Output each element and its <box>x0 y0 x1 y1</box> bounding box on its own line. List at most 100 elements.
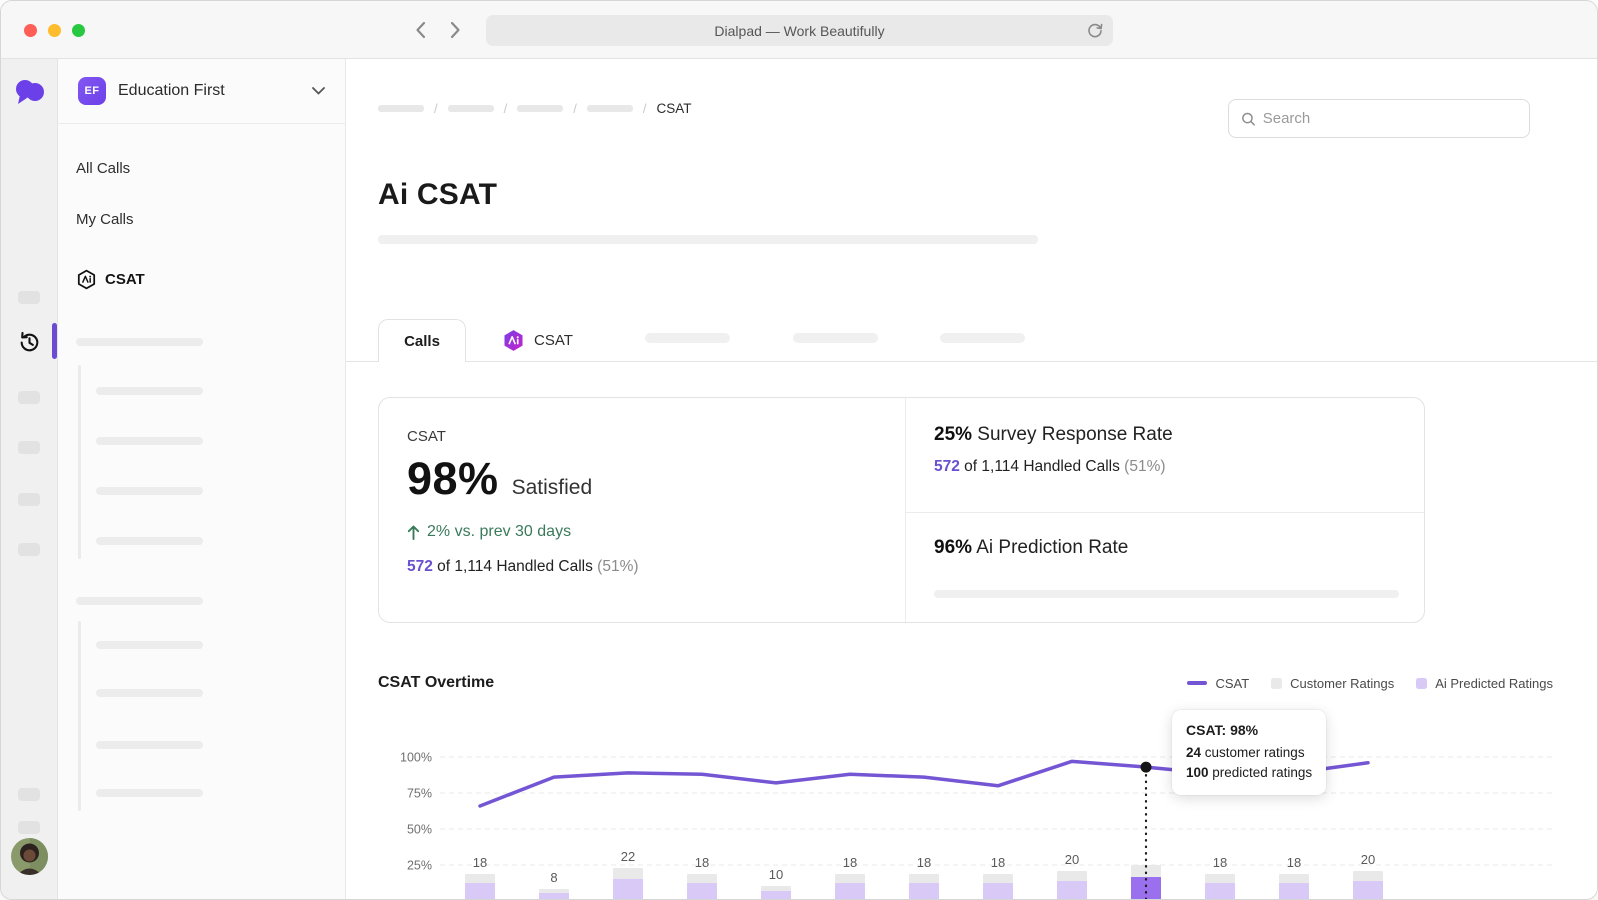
arrow-up-icon <box>407 525 420 540</box>
skeleton-line <box>934 590 1399 598</box>
legend-item: CSAT <box>1187 676 1249 691</box>
search-box[interactable] <box>1228 99 1530 138</box>
svg-text:18: 18 <box>473 855 487 870</box>
breadcrumb-separator: / <box>573 101 577 116</box>
dialpad-logo-icon[interactable] <box>14 79 46 105</box>
ai-hexagon-icon <box>77 269 96 289</box>
tab-label: Calls <box>404 332 440 350</box>
skeleton-line <box>76 597 203 605</box>
minimize-window-button[interactable] <box>48 24 61 37</box>
sidebar-item-label: My Calls <box>76 210 134 228</box>
ai-prediction-label: Ai Prediction Rate <box>972 537 1129 558</box>
tab-calls[interactable]: Calls <box>378 319 466 363</box>
search-input[interactable] <box>1262 110 1517 127</box>
handled-calls-line: 572 of 1,114 Handled Calls (51%) <box>407 558 877 576</box>
refresh-button[interactable] <box>1086 21 1104 44</box>
legend-swatch <box>1416 677 1428 689</box>
skeleton-line <box>96 741 203 749</box>
history-icon[interactable] <box>17 330 42 355</box>
close-window-button[interactable] <box>24 24 37 37</box>
sidebar-item-label: CSAT <box>105 270 145 288</box>
tab-label: CSAT <box>534 332 573 349</box>
skeleton-line <box>76 338 203 346</box>
trend-text: 2% vs. prev 30 days <box>427 523 572 540</box>
sidebar-item-my-calls[interactable]: My Calls <box>76 206 134 232</box>
breadcrumb-placeholder <box>378 105 424 112</box>
chart-canvas[interactable]: 100% 75% 50% 25% 18 8 22 18 10 18 18 18 20 18 18 20 <box>346 707 1598 900</box>
chevron-left-icon <box>415 21 425 39</box>
sidebar-item-label: All Calls <box>76 159 131 177</box>
skeleton-line <box>96 537 203 545</box>
sidebar-item-csat[interactable]: CSAT <box>76 266 145 292</box>
svg-text:18: 18 <box>1287 855 1301 870</box>
tab-placeholder <box>940 333 1025 343</box>
rail-placeholder-icon <box>18 493 40 506</box>
skeleton-tree-line <box>78 365 81 559</box>
breadcrumb-separator: / <box>503 101 508 116</box>
address-bar[interactable]: Dialpad — Work Beautifully <box>486 15 1113 46</box>
user-avatar[interactable] <box>11 838 48 875</box>
workspace-name: Education First <box>118 82 225 99</box>
breadcrumb-placeholder <box>517 105 564 112</box>
skeleton-line <box>96 387 203 395</box>
handled-percent: (51%) <box>597 558 639 575</box>
zoom-window-button[interactable] <box>72 24 85 37</box>
handled-value: 572 <box>934 458 960 475</box>
csat-stat-panel: CSAT 98% Satisfied 2% vs. prev 30 days 5… <box>379 398 906 622</box>
svg-text:50%: 50% <box>407 823 432 837</box>
browser-back-button[interactable] <box>407 17 433 43</box>
legend-swatch <box>1187 681 1208 685</box>
tab-placeholder <box>645 333 730 343</box>
chart-title: CSAT Overtime <box>378 674 495 691</box>
legend-label: Customer Ratings <box>1290 675 1395 691</box>
tooltip-predicted-ratings: 100 predicted ratings <box>1186 763 1312 783</box>
active-rail-indicator <box>52 323 57 359</box>
svg-text:18: 18 <box>695 855 709 870</box>
svg-text:10: 10 <box>769 867 783 882</box>
breadcrumb: / / / / CSAT <box>378 101 692 116</box>
tooltip-customer-value: 24 <box>1186 745 1202 760</box>
sidebar-item-all-calls[interactable]: All Calls <box>76 155 130 181</box>
stats-card: CSAT 98% Satisfied 2% vs. prev 30 days 5… <box>378 397 1425 623</box>
tab-placeholder <box>793 333 878 343</box>
handled-calls-line: 572 of 1,114 Handled Calls (51%) <box>934 458 1396 476</box>
tooltip-predicted-label: predicted ratings <box>1208 765 1313 781</box>
chart-legend: CSAT Customer Ratings Ai Predicted Ratings <box>1187 676 1553 691</box>
csat-overtime-chart[interactable]: 100% 75% 50% 25% 18 8 22 18 10 18 18 18 20 18 18 20 CSA… <box>346 707 1598 900</box>
svg-text:8: 8 <box>550 870 557 885</box>
rail-placeholder-icon <box>18 291 40 304</box>
legend-label: Ai Predicted Ratings <box>1435 675 1553 691</box>
rail-placeholder-icon <box>18 441 40 454</box>
chart-tooltip: CSAT: 98% 24 customer ratings 100 predic… <box>1172 710 1327 795</box>
handled-text: of 1,114 Handled Calls <box>959 458 1125 475</box>
browser-forward-button[interactable] <box>442 17 468 43</box>
main-content: / / / / CSAT Ai CSAT Calls <box>346 59 1598 900</box>
rail-placeholder-icon <box>18 821 40 834</box>
icon-rail <box>1 59 58 899</box>
tab-csat[interactable]: CSAT <box>494 319 581 362</box>
skeleton-line <box>96 689 203 697</box>
csat-value: 98% <box>407 453 499 504</box>
breadcrumb-separator: / <box>434 101 438 116</box>
ai-prediction-panel: 96% Ai Prediction Rate <box>906 513 1424 622</box>
rail-placeholder-icon <box>18 391 40 404</box>
csat-trend: 2% vs. prev 30 days <box>407 523 877 541</box>
skeleton-line <box>96 487 203 495</box>
rail-placeholder-icon <box>18 788 40 801</box>
traffic-lights <box>24 24 85 37</box>
svg-text:22: 22 <box>621 849 635 864</box>
breadcrumb-separator: / <box>642 101 647 116</box>
tooltip-customer-label: customer ratings <box>1201 745 1305 760</box>
skeleton-line <box>96 437 203 445</box>
legend-label: CSAT <box>1215 675 1250 691</box>
handled-text: of 1,114 Handled Calls <box>432 558 598 575</box>
ai-hexagon-badge-icon <box>504 330 523 351</box>
titlebar: Dialpad — Work Beautifully <box>1 1 1597 59</box>
svg-text:18: 18 <box>1213 855 1227 870</box>
tooltip-customer-ratings: 24 customer ratings <box>1186 743 1312 763</box>
chevron-right-icon <box>450 21 460 39</box>
handled-value: 572 <box>407 558 433 575</box>
csat-label: CSAT <box>407 428 446 445</box>
workspace-switcher[interactable]: EF Education First <box>78 75 325 107</box>
